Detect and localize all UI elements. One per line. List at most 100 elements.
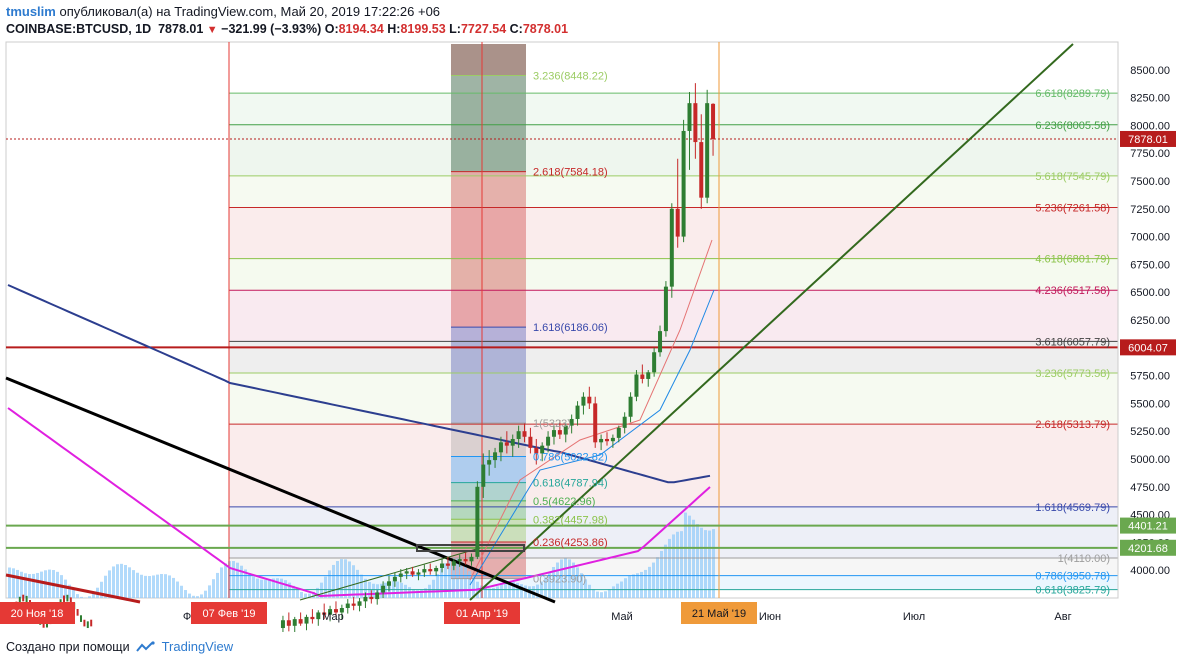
- candle-body: [404, 571, 409, 574]
- volume-bar: [240, 565, 243, 598]
- volume-bar: [168, 575, 171, 598]
- volume-bar: [68, 584, 71, 598]
- date-marker-badge: [0, 602, 75, 624]
- candle-body: [422, 569, 427, 573]
- candle-body: [581, 396, 586, 406]
- volume-bar: [88, 596, 91, 598]
- volume-bar: [292, 585, 295, 598]
- volume-bar: [436, 574, 439, 598]
- volume-bar: [624, 578, 627, 598]
- fib-zone: [229, 124, 1118, 176]
- fib-level-label: 3.236(5773.58): [1035, 368, 1110, 380]
- volume-bar: [40, 571, 43, 598]
- fib-level-label: 6.236(8005.58): [1035, 120, 1110, 132]
- volume-bar: [116, 564, 119, 598]
- volume-bar: [300, 591, 303, 598]
- volume-bar: [712, 529, 715, 598]
- volume-bar: [400, 582, 403, 598]
- volume-bar: [308, 593, 311, 598]
- candle-body: [593, 403, 598, 443]
- volume-bar: [316, 587, 319, 598]
- volume-bar: [100, 581, 103, 598]
- downtrend-line: [5, 376, 556, 604]
- candle-body: [669, 208, 674, 287]
- volume-bar: [340, 559, 343, 598]
- volume-bar: [560, 559, 563, 598]
- fib-mid-label: 0.618(4787.94): [533, 478, 608, 490]
- tradingview-link[interactable]: TradingView: [161, 639, 234, 654]
- price-marker-label: 4201.68: [1128, 543, 1168, 555]
- fib-level-label: 5.618(7545.79): [1035, 171, 1110, 183]
- volume-bar: [464, 565, 467, 598]
- fib-level-label: 1(4110.00): [1058, 553, 1110, 565]
- candle-body: [634, 374, 639, 397]
- volume-bar: [236, 562, 239, 598]
- y-tick-label: 8250.00: [1130, 93, 1170, 105]
- candle-body: [493, 452, 498, 461]
- volume-bar: [108, 570, 111, 598]
- volume-bar: [404, 584, 407, 598]
- volume-bar: [684, 512, 687, 598]
- volume-bar: [584, 579, 587, 598]
- volume-bar: [312, 591, 315, 598]
- y-tick-label: 4000.00: [1130, 565, 1170, 577]
- volume-bar: [628, 575, 631, 598]
- volume-bar: [604, 591, 607, 598]
- volume-bar: [568, 559, 571, 598]
- price-chart[interactable]: 6.618(8289.79) 6.236(8005.58) 5.618(7545.7…: [0, 0, 1188, 632]
- volume-bar: [188, 593, 191, 598]
- candle-body: [575, 405, 580, 419]
- volume-bar: [276, 578, 279, 598]
- volume-bar: [664, 544, 667, 598]
- low-label: L:: [449, 22, 461, 36]
- volume-bar: [656, 557, 659, 598]
- volume-bar: [260, 579, 263, 598]
- volume-bar: [708, 530, 711, 598]
- y-tick-label: 6750.00: [1130, 259, 1170, 271]
- volume-bar: [200, 594, 203, 598]
- volume-bar: [680, 531, 683, 598]
- uptrend-line: [469, 43, 1074, 601]
- candle-body: [434, 567, 439, 572]
- author-username[interactable]: tmuslim: [6, 4, 56, 19]
- volume-bar: [332, 564, 335, 598]
- candle-body: [66, 594, 69, 602]
- candle-body: [333, 609, 338, 613]
- fib-zone: [229, 290, 1118, 342]
- candle-body: [298, 619, 303, 624]
- candle-body: [551, 430, 556, 437]
- volume-bar: [500, 584, 503, 598]
- volume-bar: [672, 534, 675, 598]
- fib-zone-top: [451, 44, 526, 76]
- volume-bar: [128, 567, 131, 598]
- volume-bar: [412, 589, 415, 598]
- volume-bar: [588, 584, 591, 598]
- fib-zone-mid: [451, 500, 526, 520]
- open-value: 8194.34: [338, 22, 384, 36]
- volume-bar: [148, 576, 151, 598]
- candle-body: [605, 438, 609, 442]
- volume-bar: [112, 566, 115, 598]
- volume-bar: [176, 581, 179, 598]
- volume-bar: [492, 587, 495, 598]
- volume-bar: [504, 582, 507, 598]
- volume-bar: [192, 595, 195, 598]
- fib-zone-mid: [451, 482, 526, 501]
- volume-bar: [336, 561, 339, 598]
- date-marker-label: 01 Апр '19: [456, 608, 508, 620]
- fib-mid-label: 0.786(5022.82): [533, 451, 608, 463]
- candle-body: [522, 431, 527, 437]
- candle-body: [440, 563, 445, 568]
- date-marker-label: 20 Ноя '18: [11, 608, 64, 620]
- volume-bar: [580, 573, 583, 598]
- candle-body: [445, 563, 450, 566]
- fib-mid-label: 0.236(4253.86): [533, 537, 608, 549]
- publish-info: tmuslim опубликовал(а) на TradingView.co…: [6, 4, 440, 19]
- candle-body: [46, 620, 48, 628]
- volume-bar: [440, 568, 443, 598]
- candle-body: [351, 603, 356, 606]
- volume-bar: [32, 573, 35, 598]
- y-tick-label: 8500.00: [1130, 65, 1170, 77]
- volume-bar: [496, 586, 499, 598]
- candle-body: [546, 436, 551, 446]
